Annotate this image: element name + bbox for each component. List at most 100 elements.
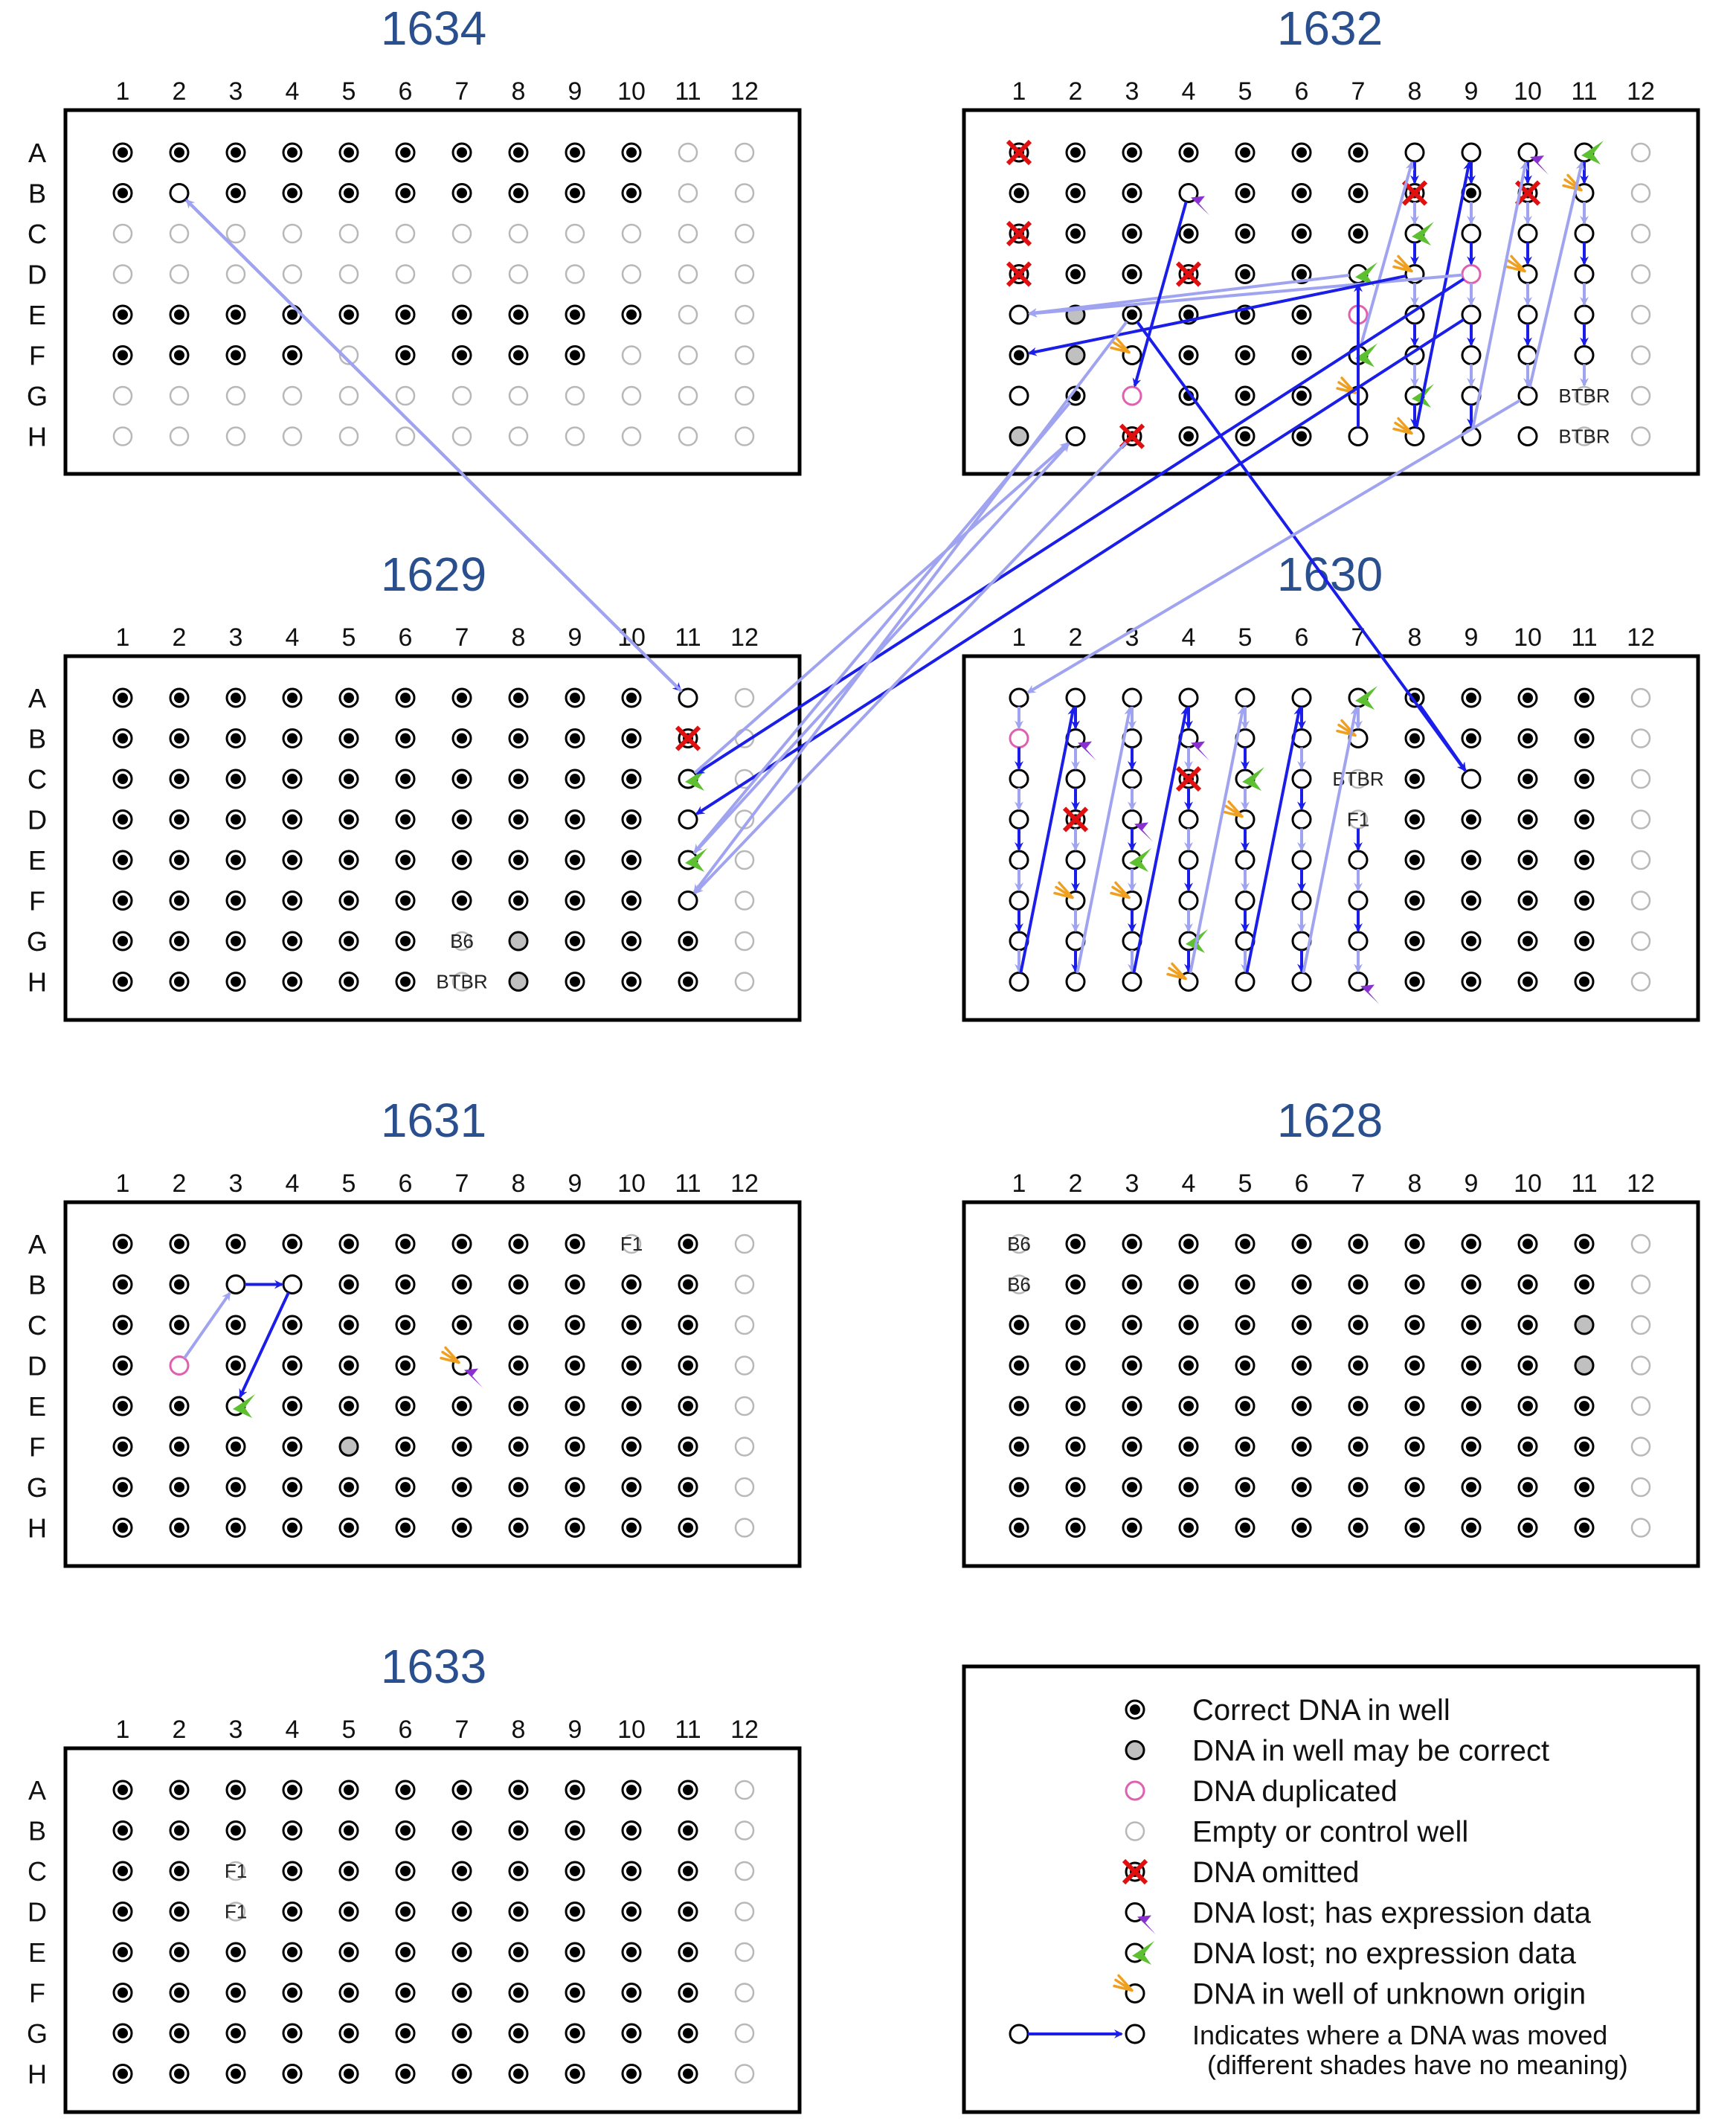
well-C7 [1348,223,1369,244]
well-A7 [1348,142,1369,163]
well-H6 [395,972,416,992]
row-letter: G [27,381,48,411]
well-D4 [1178,1355,1199,1376]
well-A7 [451,142,472,163]
well-G1 [1009,1477,1029,1498]
column-number: 8 [1408,77,1422,106]
well-H9 [565,1518,585,1538]
well-H5 [338,2064,359,2084]
plate-frame [962,654,1700,1022]
well-F3 [225,891,246,911]
well-label: B6 [1007,1233,1031,1255]
well-G10 [621,931,642,952]
well-H11 [1574,972,1595,992]
well-G12 [734,1477,755,1498]
well-label: BTBR [1558,426,1610,448]
well-C2 [169,223,190,244]
well-H6 [395,1518,416,1538]
marker-purple [1530,155,1549,175]
well-G6 [395,931,416,952]
well-G4 [282,385,303,406]
column-number: 10 [617,77,646,106]
well-E9 [565,850,585,870]
move-arrow [239,1291,290,1399]
well-B12 [1630,1274,1651,1294]
well-H2 [169,426,190,446]
well-E11 [678,1942,698,1963]
well-H5 [1235,972,1256,992]
column-number: 7 [1351,77,1366,106]
well-A2 [1065,142,1086,163]
well-E5 [1235,850,1256,870]
well-F6 [395,1983,416,2003]
column-number: 9 [1465,623,1479,652]
column-number: 8 [512,623,526,652]
well-D1 [1009,1355,1029,1376]
well-D4 [282,264,303,284]
well-F11 [678,891,698,911]
well-H2 [1065,972,1086,992]
well-B1 [112,1274,133,1294]
well-A6 [395,142,416,163]
column-number: 8 [1408,1169,1422,1198]
well-E2 [169,850,190,870]
well-F1 [1009,891,1029,911]
column-number: 7 [455,1169,469,1198]
row-letter: D [28,805,47,835]
well-D11 [678,264,698,284]
move-arrow [1189,706,1247,974]
marker-orange [1505,254,1526,273]
marker-orange [1562,173,1583,192]
well-E9 [565,1942,585,1963]
well-B1 [1009,1274,1029,1294]
plate-title: 1633 [381,1640,486,1693]
well-F6 [395,891,416,911]
well-E10 [1517,850,1538,870]
well-A1 [112,687,133,708]
well-A9 [1461,687,1482,708]
well-H6 [1291,972,1312,992]
well-E11 [678,304,698,325]
legend-symbol [1125,1780,1145,1801]
well-C8 [508,768,529,789]
column-number: 9 [568,1716,582,1744]
column-number: 3 [229,77,243,106]
well-C9 [565,1861,585,1881]
well-C9 [1461,768,1482,789]
well-G7 [451,1477,472,1498]
well-label: BTBR [1558,385,1610,407]
well-H11 [1574,426,1595,446]
well-B2 [169,728,190,748]
well-F12 [1630,345,1651,365]
well-B5 [1235,183,1256,203]
column-number: 4 [286,1716,300,1744]
well-D6 [1291,809,1312,830]
well-H7 [451,1518,472,1538]
column-number: 7 [1351,1169,1366,1198]
move-arrow [1359,161,1415,347]
column-number: 3 [1125,623,1139,652]
well-E5 [338,850,359,870]
marker-green [685,848,707,872]
well-D5 [338,1355,359,1376]
well-A12 [734,142,755,163]
well-C6 [395,1861,416,1881]
well-H2 [1065,426,1086,446]
well-G9 [1461,1477,1482,1498]
column-number: 7 [455,1716,469,1744]
column-number: 5 [342,1716,356,1744]
well-H1 [1009,972,1029,992]
well-D7 [1348,1355,1369,1376]
legend-marker-purple [1137,1915,1156,1935]
well-A6 [1291,687,1312,708]
well-F5 [338,1983,359,2003]
column-number: 1 [116,77,130,106]
column-number: 2 [1069,623,1083,652]
column-number: 6 [1295,623,1309,652]
well-F10 [1517,1437,1538,1457]
column-number: 4 [286,1169,300,1198]
well-D1 [1009,809,1029,830]
well-G10 [621,1477,642,1498]
